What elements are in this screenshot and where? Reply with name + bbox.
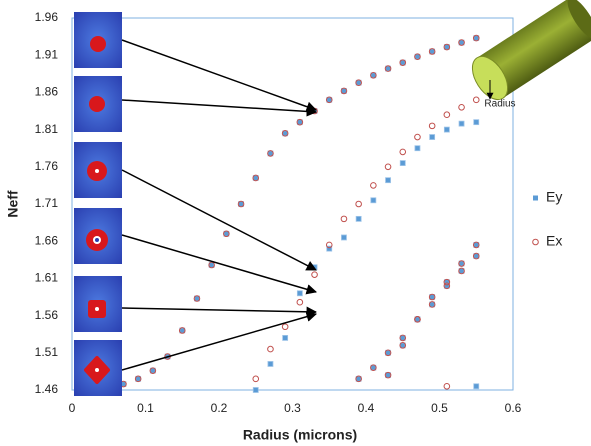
point <box>430 135 435 140</box>
point <box>415 146 420 151</box>
point <box>268 361 273 366</box>
point <box>385 164 391 170</box>
x-axis-title: Radius (microns) <box>243 427 357 443</box>
x-tick-label: 0.4 <box>358 401 375 415</box>
y-tick-label: 1.76 <box>35 159 59 173</box>
y-tick-label: 1.61 <box>35 271 59 285</box>
marks <box>106 35 479 392</box>
point <box>283 335 288 340</box>
y-tick-label: 1.86 <box>35 85 59 99</box>
point <box>444 127 449 132</box>
legend-label: Ey <box>546 189 562 205</box>
plot-frame <box>72 18 513 390</box>
point <box>459 104 465 110</box>
legend-marker <box>533 196 538 201</box>
point <box>356 201 362 207</box>
point <box>474 384 479 389</box>
annotation: Radius <box>484 99 515 110</box>
point <box>400 149 406 155</box>
x-tick-label: 0.5 <box>431 401 448 415</box>
point <box>415 134 421 140</box>
x-tick-label: 0.3 <box>284 401 301 415</box>
point <box>297 291 302 296</box>
point <box>341 216 347 222</box>
y-tick-label: 1.91 <box>35 47 59 61</box>
cylinder <box>465 0 591 106</box>
point <box>459 121 464 126</box>
arrows <box>122 40 316 370</box>
x-tick-label: 0.1 <box>137 401 154 415</box>
y-tick-label: 1.96 <box>35 10 59 24</box>
point <box>400 161 405 166</box>
x-tick-label: 0.6 <box>505 401 522 415</box>
mode-images <box>74 12 122 396</box>
point <box>429 123 435 129</box>
y-tick-label: 1.56 <box>35 308 59 322</box>
point <box>356 216 361 221</box>
point <box>312 272 318 278</box>
point <box>341 235 346 240</box>
chart: Radius Radius (microns) Neff Ey Ex 1.46 1.… <box>0 0 591 446</box>
point <box>444 383 450 389</box>
x-tick-label: 0 <box>69 401 76 415</box>
y-tick-label: 1.71 <box>35 196 59 210</box>
point <box>268 346 274 352</box>
legend: Ey Ex <box>533 189 563 249</box>
point <box>386 178 391 183</box>
y-tick-label: 1.46 <box>35 382 59 396</box>
point <box>253 388 258 393</box>
point <box>297 299 303 305</box>
x-tick-label: 0.2 <box>211 401 228 415</box>
y-tick-label: 1.51 <box>35 345 59 359</box>
point <box>474 120 479 125</box>
legend-marker <box>533 239 539 245</box>
y-axis-title: Neff <box>5 190 21 218</box>
point <box>282 324 288 330</box>
point <box>371 183 377 189</box>
y-tick-label: 1.81 <box>35 122 59 136</box>
point <box>444 112 450 118</box>
legend-label: Ex <box>546 233 562 249</box>
point <box>253 376 259 382</box>
y-tick-label: 1.66 <box>35 233 59 247</box>
point <box>371 198 376 203</box>
point <box>473 97 479 103</box>
